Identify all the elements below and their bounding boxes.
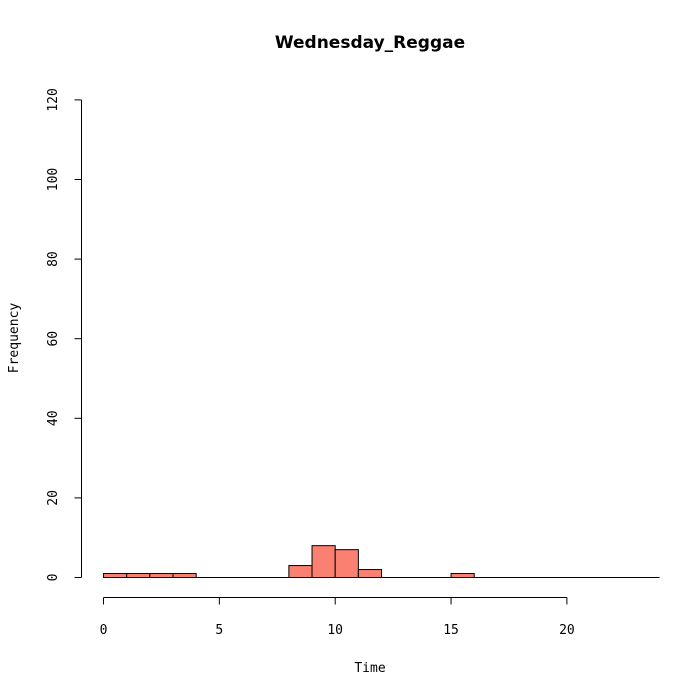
x-axis-label: Time bbox=[354, 661, 385, 676]
y-tick-label: 80 bbox=[46, 251, 61, 267]
x-tick-label: 5 bbox=[215, 623, 223, 638]
y-axis-label: Frequency bbox=[7, 303, 22, 374]
x-tick-label: 10 bbox=[327, 623, 343, 638]
bars-layer bbox=[103, 545, 660, 579]
y-tick-label: 20 bbox=[46, 490, 61, 506]
y-tick-label: 120 bbox=[46, 88, 61, 111]
y-tick-label: 40 bbox=[46, 410, 61, 426]
y-tick-label: 60 bbox=[46, 331, 61, 347]
histogram-bar bbox=[149, 573, 174, 579]
histogram-bar bbox=[126, 573, 151, 579]
y-axis: 0 20 40 60 80 100 120 bbox=[46, 88, 82, 581]
histogram-bar bbox=[334, 549, 359, 579]
histogram-bar bbox=[288, 565, 313, 578]
histogram-bar bbox=[450, 573, 475, 579]
x-tick-label: 15 bbox=[443, 623, 459, 638]
x-tick-label: 0 bbox=[100, 623, 108, 638]
y-tick-label: 100 bbox=[46, 168, 61, 191]
histogram-bar bbox=[357, 569, 383, 578]
y-tick-label: 0 bbox=[46, 574, 61, 582]
chart-title: Wednesday_Reggae bbox=[275, 33, 465, 53]
histogram-bar bbox=[172, 573, 197, 579]
x-axis: 0 5 10 15 20 bbox=[100, 597, 575, 638]
x-tick-label: 20 bbox=[559, 623, 575, 638]
histogram-bar bbox=[311, 545, 336, 578]
histogram-bar bbox=[103, 573, 128, 579]
